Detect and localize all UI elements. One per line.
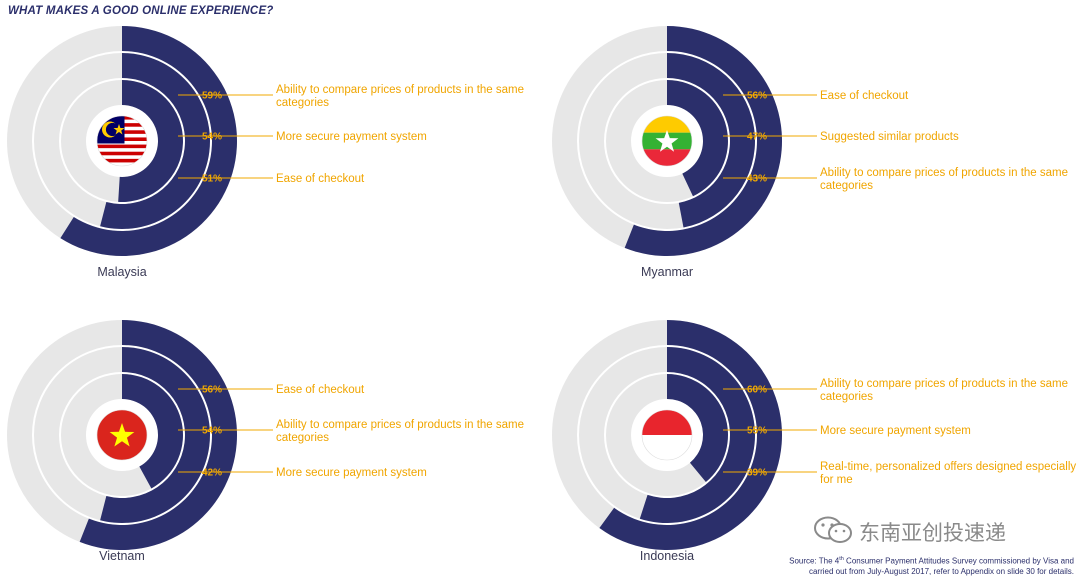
item-label: Ability to compare prices of products in… [820,378,1068,403]
value-label: 56% [202,385,222,396]
value-label: 51% [202,174,222,185]
source-line1-suffix: Consumer Payment Attitudes Survey commis… [843,556,1074,566]
item-label: Ability to compare prices of products in… [820,167,1068,192]
value-label: 42% [202,468,222,479]
watermark: 东南亚创投速递 [812,515,1052,545]
country-label: Vietnam [99,549,145,563]
value-label: 54% [202,426,222,437]
value-label: 55% [747,426,767,437]
country-label: Malaysia [97,265,146,279]
ring-bar [667,80,728,197]
value-label: 60% [747,385,767,396]
ring-bar [667,374,728,483]
value-label: 54% [202,132,222,143]
myanmar-flag-icon [642,116,692,166]
ring-bar [122,374,183,489]
ring-bar [667,53,756,228]
vietnam-flag-icon [97,410,147,460]
item-label: More secure payment system [820,425,971,437]
ring-bar [100,347,211,523]
item-label: Ease of checkout [820,90,909,102]
malaysia-flag-icon [97,116,147,166]
watermark-text: 东南亚创投速递 [859,522,1006,545]
item-label: Ease of checkout [276,173,365,185]
item-label: More secure payment system [276,131,427,143]
chart-vietnam: 56% Ease of checkout 54% Ability to compare… [7,320,524,563]
chart-indonesia: 60% Ability to compare prices of products… [552,320,1076,563]
item-label: Ability to compare prices of products in… [276,84,524,109]
page-title: WHAT MAKES A GOOD ONLINE EXPERIENCE? [8,5,274,17]
item-label: Ability to compare prices of products in… [276,419,524,444]
value-label: 39% [747,468,767,479]
ring-bar [118,80,184,202]
country-label: Myanmar [641,265,693,279]
value-label: 56% [747,91,767,102]
value-label: 43% [747,174,767,185]
item-label: Suggested similar products [820,131,959,143]
source-note: Source: The 4th Consumer Payment Attitud… [700,554,1074,577]
chart-malaysia: 59% Ability to compare prices of products… [7,26,524,279]
value-label: 47% [747,132,767,143]
ring-bar [599,320,783,550]
wechat-icon [814,516,852,543]
country-label: Indonesia [640,549,694,563]
source-line1-prefix: Source: The 4 [789,556,840,566]
chart-myanmar: 56% Ease of checkout 47% Suggested similar … [552,26,1068,279]
item-label: Ease of checkout [276,384,365,396]
ring-bar [639,347,755,523]
source-line2: carried out from July-August 2017, refer… [808,566,1074,576]
value-label: 59% [202,91,222,102]
ring-bar [624,26,782,257]
item-label: Real-time, personalized offers designed … [820,461,1076,486]
ring-bar [79,320,237,551]
item-label: More secure payment system [276,467,427,479]
ring-bar [100,53,210,229]
source-line1-sup: th [839,556,844,562]
ring-bar [60,26,238,256]
